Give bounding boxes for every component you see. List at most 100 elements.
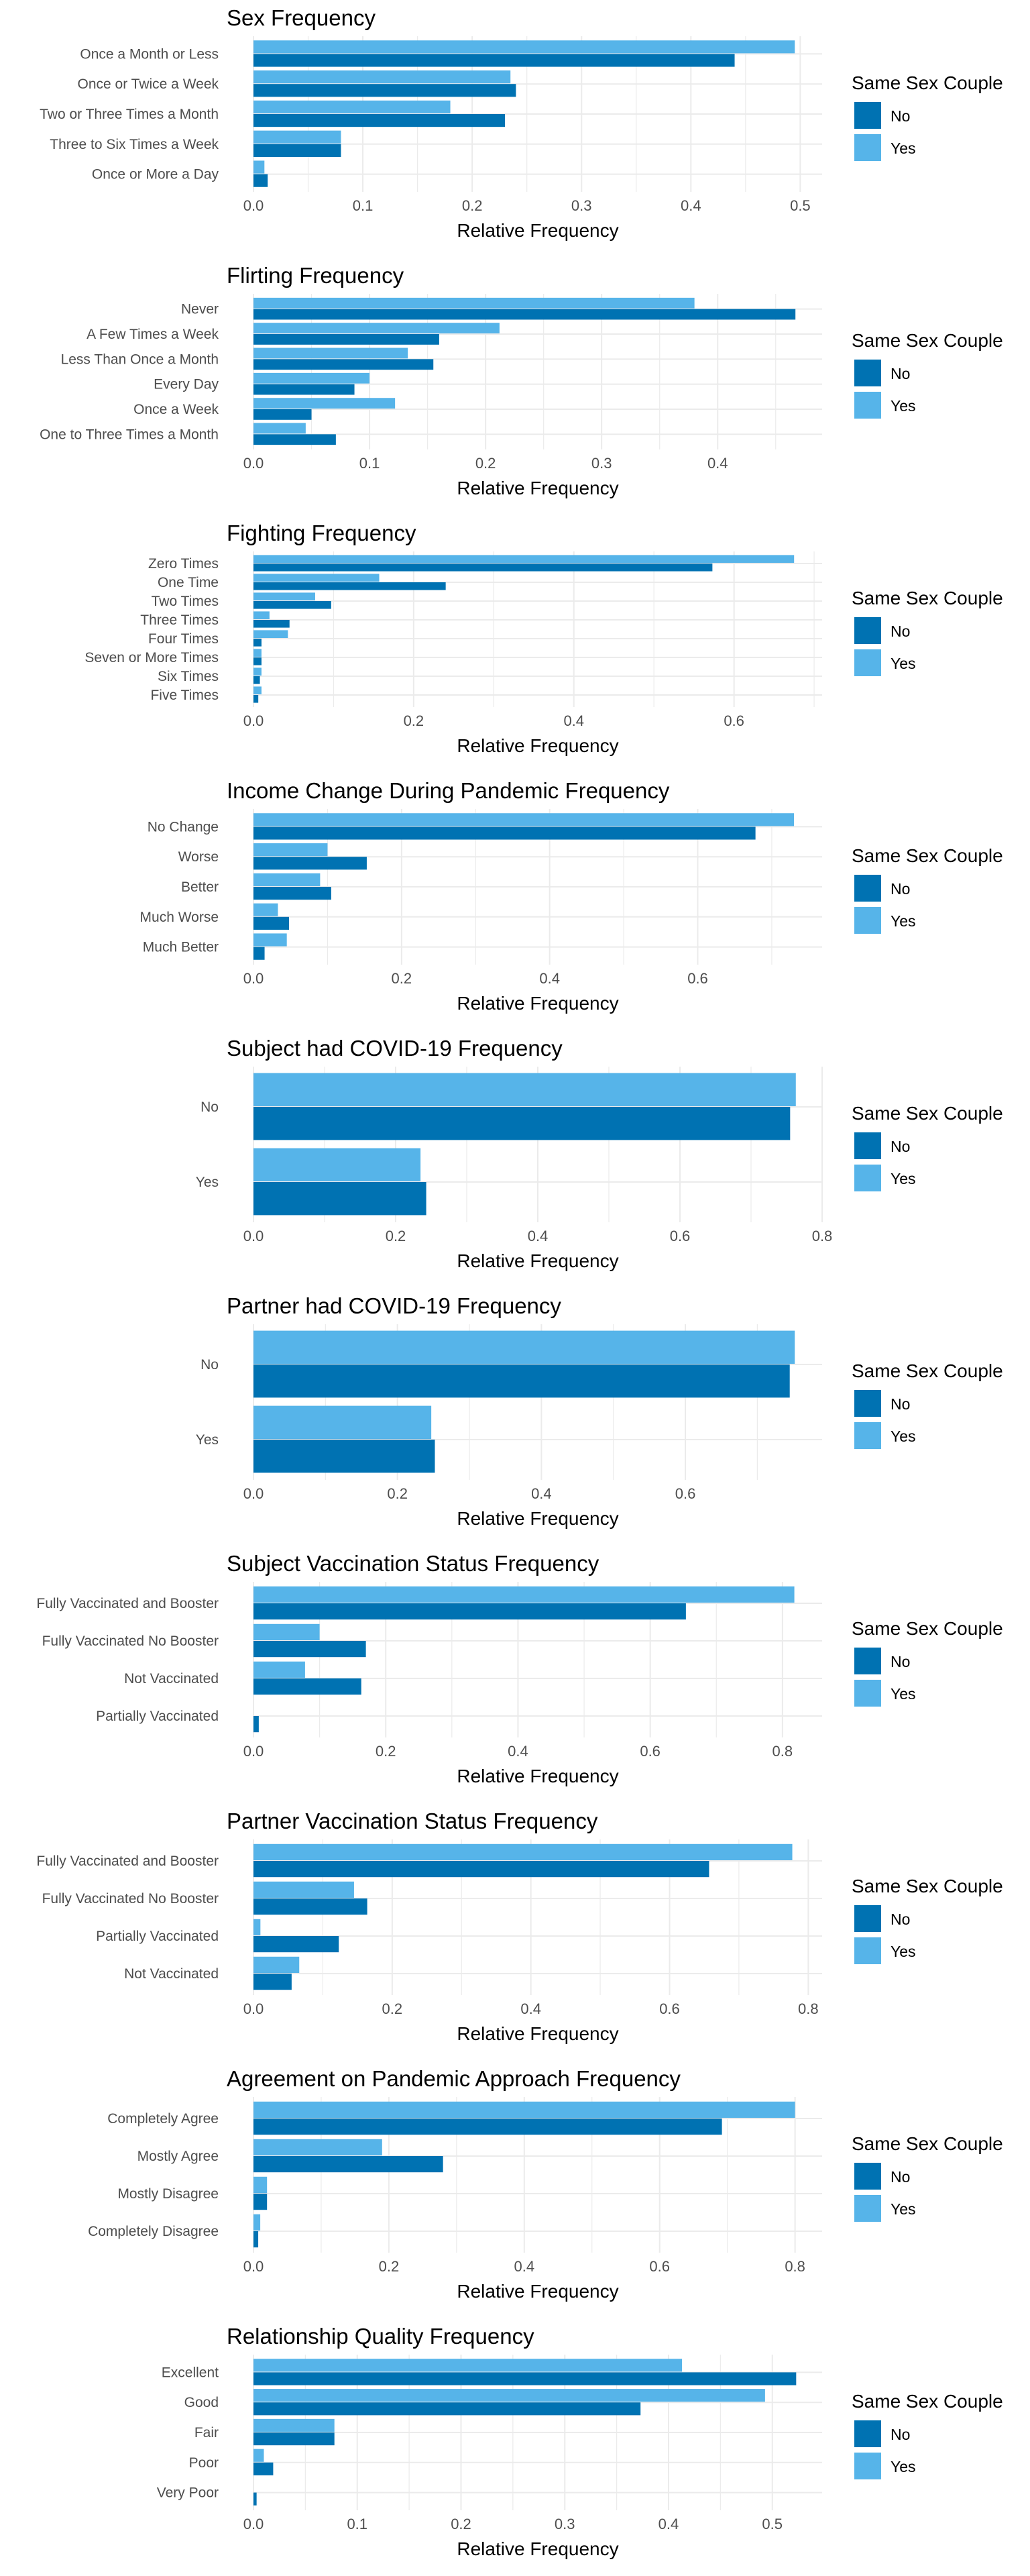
tick-label: 0.6 <box>640 1743 661 1760</box>
bar-no <box>253 434 336 445</box>
bar-yes <box>253 2359 683 2372</box>
category-label: Partially Vaccinated <box>96 1709 219 1724</box>
x-axis-label: Relative Frequency <box>457 735 619 756</box>
legend-swatch <box>854 360 881 386</box>
chart-title: Partner Vaccination Status Frequency <box>227 1809 598 1833</box>
chart-title: Flirting Frequency <box>227 263 404 288</box>
category-label: No <box>201 1099 219 1115</box>
tick-label: 0.2 <box>462 197 483 214</box>
legend-label: No <box>891 1395 911 1413</box>
legend-item: Yes <box>852 649 1003 680</box>
x-axis-label: Relative Frequency <box>457 2281 619 2302</box>
tick-label: 0.0 <box>243 2000 264 2017</box>
category-label: Every Day <box>154 377 219 392</box>
bar-no <box>253 359 434 370</box>
bar-yes <box>253 130 341 144</box>
legend: Same Sex Couple No Yes <box>852 2133 1003 2226</box>
bar-yes <box>253 2449 264 2462</box>
legend-title: Same Sex Couple <box>852 330 1003 351</box>
bar-yes <box>253 1148 421 1181</box>
tick-label: 0.0 <box>243 1743 264 1760</box>
legend-label: No <box>891 1653 911 1670</box>
legend-label: Yes <box>891 912 916 930</box>
bar-yes <box>253 2418 335 2432</box>
legend-swatch <box>854 1905 881 1932</box>
legend-item: No <box>852 1132 1003 1163</box>
category-label: Four Times <box>148 631 219 647</box>
bar-no <box>253 1107 791 1140</box>
chart-svg: No Yes 0.0 0.2 0.4 0.6 <box>196 1324 822 1502</box>
chart-svg: Never A Few Times a Week Less Than Once a … <box>40 294 822 472</box>
category-label: Fully Vaccinated and Booster <box>36 1596 219 1611</box>
bar-yes <box>253 1661 305 1678</box>
category-label: Very Poor <box>157 2485 219 2501</box>
legend-label: No <box>891 365 911 382</box>
legend-title: Same Sex Couple <box>852 72 1003 93</box>
tick-label: 0.6 <box>670 1228 691 1244</box>
chart-svg: Fully Vaccinated and Booster Fully Vaccin… <box>36 1582 822 1760</box>
x-axis-label: Relative Frequency <box>457 1766 619 1786</box>
tick-label: 0.5 <box>790 197 811 214</box>
bar-yes <box>253 347 408 359</box>
bar-yes <box>253 1956 300 1973</box>
legend-swatch <box>854 2195 881 2222</box>
legend-label: No <box>891 1138 911 1155</box>
legend-swatch <box>854 1165 881 1191</box>
tick-label: 0.2 <box>392 970 412 987</box>
chart-svg: No Change Worse Better Much Worse Much Bette… <box>140 809 822 987</box>
legend-item: No <box>852 2163 1003 2194</box>
bar-no <box>253 144 341 157</box>
tick-label: 0.8 <box>812 1228 833 1244</box>
bar-no <box>253 857 367 870</box>
bar-yes <box>253 555 795 563</box>
legend-item: Yes <box>852 392 1003 423</box>
bar-no <box>253 174 268 187</box>
chart-title: Subject had COVID-19 Frequency <box>227 1036 563 1061</box>
category-label: Yes <box>196 1175 219 1190</box>
category-label: A Few Times a Week <box>87 327 219 342</box>
legend-swatch <box>854 907 881 934</box>
tick-label: 0.3 <box>555 2516 575 2532</box>
legend: Same Sex Couple No Yes <box>852 845 1003 938</box>
legend-swatch <box>854 617 881 644</box>
category-label: One to Three Times a Month <box>40 427 219 442</box>
legend-item: Yes <box>852 2453 1003 2483</box>
x-axis-label: Relative Frequency <box>457 220 619 241</box>
category-label: Much Better <box>143 940 219 955</box>
category-label: No <box>201 1357 219 1373</box>
legend: Same Sex Couple No Yes <box>852 1360 1003 1453</box>
legend-item: No <box>852 875 1003 906</box>
legend-item: No <box>852 617 1003 648</box>
tick-label: 0.2 <box>475 455 496 472</box>
bar-no <box>253 2462 274 2475</box>
bar-yes <box>253 1330 795 1364</box>
tick-label: 0.6 <box>724 712 744 729</box>
legend: Same Sex Couple No Yes <box>852 1103 1003 1195</box>
legend-title: Same Sex Couple <box>852 588 1003 608</box>
bar-yes <box>253 297 695 309</box>
tick-label: 0.8 <box>772 1743 793 1760</box>
tick-label: 0.6 <box>649 2258 670 2275</box>
bar-yes <box>253 100 451 113</box>
legend-swatch <box>854 1648 881 1674</box>
chart-title: Income Change During Pandemic Frequency <box>227 778 670 803</box>
bar-yes <box>253 1623 320 1640</box>
bar-yes <box>253 2101 795 2118</box>
tick-label: 0.0 <box>243 970 264 987</box>
category-label: Zero Times <box>148 556 219 572</box>
bar-no <box>253 2402 641 2416</box>
legend-label: No <box>891 107 911 125</box>
bar-no <box>253 334 439 345</box>
tick-label: 0.1 <box>359 455 380 472</box>
bar-no <box>253 887 331 900</box>
category-label: Once or Twice a Week <box>78 76 219 92</box>
bar-no <box>253 582 446 590</box>
bar-yes <box>253 630 288 638</box>
x-axis-label: Relative Frequency <box>457 1508 619 1529</box>
category-label: Mostly Agree <box>137 2149 219 2164</box>
legend-swatch <box>854 649 881 676</box>
bar-yes <box>253 2176 268 2193</box>
legend-item: Yes <box>852 2195 1003 2226</box>
category-label: Excellent <box>162 2365 219 2380</box>
